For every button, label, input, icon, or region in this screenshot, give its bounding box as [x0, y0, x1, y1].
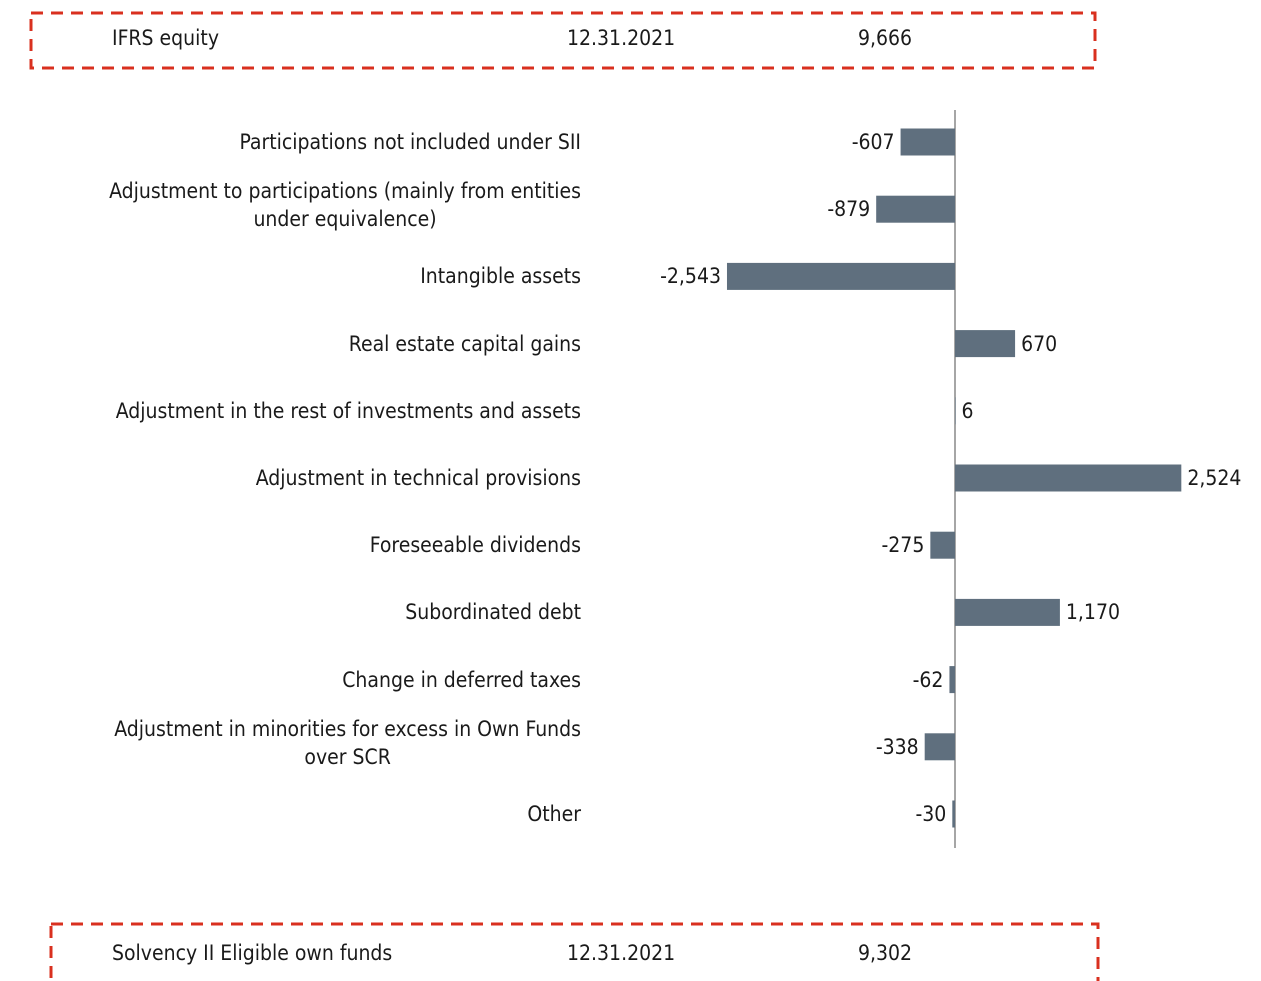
category-text: Adjustment in minorities for excess in O… [114, 716, 581, 769]
bar [900, 128, 955, 156]
value-label: -607 [851, 130, 895, 154]
bar [955, 598, 1060, 626]
value-label: -2,543 [660, 264, 721, 289]
category-label: Participations not included under SII [239, 128, 581, 156]
category-text: Foreseeable dividends [369, 533, 581, 558]
category-label: Intangible assets [420, 262, 581, 290]
category-label: Change in deferred taxes [342, 666, 581, 694]
category-text: Adjustment to participations (mainly fro… [109, 179, 581, 232]
category-text: Real estate capital gains [348, 331, 581, 356]
end-label: Solvency II Eligible own funds [112, 941, 393, 965]
value-label: -879 [827, 197, 871, 222]
start-amount: 9,666 [858, 26, 913, 50]
category-text: Other [527, 802, 581, 826]
category-text: Participations not included under SII [239, 130, 581, 154]
category-label: Subordinated debt [405, 598, 581, 626]
bar [726, 262, 955, 290]
value-label: -62 [912, 667, 944, 692]
bar [949, 666, 955, 694]
end-box [49, 922, 1100, 981]
category-label: Adjustment in technical provisions [256, 464, 581, 492]
category-text: Subordinated debt [405, 600, 581, 625]
value-label: 6 [961, 398, 974, 423]
value-label: -275 [881, 533, 925, 558]
category-text: Change in deferred taxes [342, 667, 581, 692]
category-label: Real estate capital gains [349, 330, 581, 358]
value-label: 1,170 [1065, 600, 1120, 625]
category-text: Adjustment in the rest of investments an… [115, 398, 581, 423]
value-label: -30 [915, 802, 947, 826]
bar [924, 733, 955, 761]
category-text: Adjustment in technical provisions [255, 466, 581, 490]
bar [952, 800, 955, 828]
category-label: Adjustment in the rest of investments an… [116, 397, 581, 425]
bar [955, 330, 1016, 358]
end-date: 12.31.2021 [567, 941, 676, 965]
category-label: Adjustment to participations (mainly fro… [109, 177, 581, 233]
bar [955, 464, 1182, 492]
value-label: 670 [1021, 331, 1058, 356]
category-label: Foreseeable dividends [370, 531, 581, 559]
category-text: Intangible assets [420, 264, 581, 289]
end-amount: 9,302 [858, 941, 913, 965]
value-label: 2,524 [1187, 466, 1242, 490]
value-label: -338 [875, 734, 919, 759]
start-box [29, 11, 1097, 70]
category-label: Other [527, 800, 581, 828]
bar [930, 531, 955, 559]
bar [876, 195, 955, 223]
start-label: IFRS equity [112, 26, 219, 50]
start-date: 12.31.2021 [567, 26, 676, 50]
category-label: Adjustment in minorities for excess in O… [114, 715, 581, 771]
bar [955, 397, 956, 425]
